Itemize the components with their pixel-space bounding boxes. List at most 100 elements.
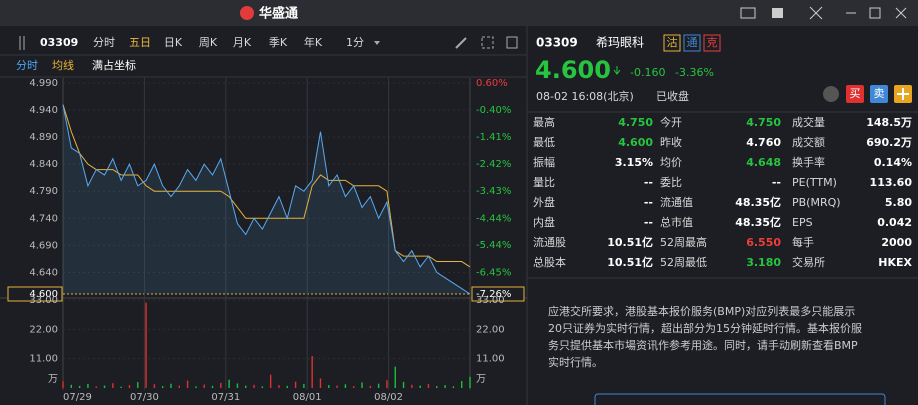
volume-bar bbox=[236, 383, 239, 388]
trade-button[interactable] bbox=[846, 85, 864, 103]
field-value: 0.14% bbox=[874, 156, 912, 169]
fullscreen-icon[interactable] bbox=[481, 36, 494, 49]
field-label: 最低 bbox=[533, 136, 555, 149]
volume-bar bbox=[452, 386, 455, 388]
field-value: -- bbox=[644, 176, 653, 189]
v-tick-label: 33.00 bbox=[29, 295, 58, 306]
period-tab[interactable]: 年K bbox=[304, 35, 323, 49]
volume-bar bbox=[377, 383, 380, 388]
volume-bar bbox=[419, 385, 421, 388]
y-tick-label: 4.990 bbox=[29, 78, 58, 89]
field-label: EPS bbox=[792, 216, 813, 229]
field-value: 4.750 bbox=[618, 116, 653, 129]
panel-icon[interactable] bbox=[19, 36, 25, 50]
y2-tick-label: -4.44% bbox=[476, 213, 511, 224]
volume-bar bbox=[120, 386, 122, 388]
volume-bar bbox=[469, 376, 471, 388]
field-label: 52周最低 bbox=[660, 256, 707, 269]
field-label: 交易所 bbox=[792, 255, 825, 269]
alert-button[interactable] bbox=[823, 86, 839, 102]
field-value: 690.2万 bbox=[866, 136, 912, 149]
field-value: 3.15% bbox=[615, 156, 653, 169]
volume-bar bbox=[62, 381, 64, 388]
interval-select[interactable]: 1分 bbox=[346, 36, 364, 49]
volume-bar bbox=[128, 385, 131, 388]
shirt-icon[interactable] bbox=[772, 8, 783, 18]
field-label: 今开 bbox=[660, 115, 682, 129]
plus bbox=[897, 88, 909, 100]
field-label: 总股本 bbox=[533, 255, 566, 269]
field-label: 外盘 bbox=[533, 195, 555, 209]
change: -0.160 bbox=[630, 66, 665, 79]
field-value: 5.80 bbox=[885, 196, 912, 209]
field-value: HKEX bbox=[878, 256, 912, 269]
period-tab[interactable]: 日K bbox=[164, 36, 183, 49]
field-value: -- bbox=[644, 196, 653, 209]
close[interactable] bbox=[895, 7, 907, 19]
notice-line: 务只提供基本市場资讯作参考用途。同时，请手动刷新查看BMP bbox=[548, 338, 858, 352]
field-label: 成交量 bbox=[792, 115, 825, 129]
sub-tab[interactable]: 满占坐标 bbox=[92, 58, 136, 72]
volume-bar bbox=[344, 384, 347, 388]
current-pct-label: -7.26% bbox=[476, 289, 511, 300]
y2-tick-label: -3.43% bbox=[476, 186, 511, 197]
maximize[interactable] bbox=[869, 7, 881, 19]
field-label: 昨收 bbox=[660, 135, 682, 149]
sub-tab[interactable]: 分时 bbox=[16, 59, 38, 72]
y-tick-label: 4.840 bbox=[29, 159, 58, 170]
volume-bar bbox=[319, 378, 322, 388]
volume-bar bbox=[178, 385, 180, 388]
current-label: 4.600 bbox=[29, 289, 58, 300]
shrink-icon[interactable] bbox=[809, 6, 823, 20]
volume-bar bbox=[253, 384, 255, 388]
current-box bbox=[7, 286, 63, 302]
draw-icon[interactable] bbox=[455, 37, 467, 49]
refresh-button[interactable] bbox=[594, 393, 886, 405]
volume-bar bbox=[369, 385, 372, 388]
quote-name: 希玛眼科 bbox=[596, 35, 644, 50]
period-tab[interactable]: 季K bbox=[269, 36, 288, 49]
price-area bbox=[63, 104, 470, 295]
mail-icon[interactable] bbox=[740, 7, 756, 19]
volume-bar bbox=[411, 384, 413, 388]
badge bbox=[663, 34, 681, 52]
volume-bar bbox=[245, 385, 247, 388]
volume-bar bbox=[436, 386, 438, 388]
volume-bar bbox=[103, 385, 106, 388]
period-tab[interactable]: 周K bbox=[199, 36, 218, 49]
y-tick-label: 4.890 bbox=[29, 132, 58, 143]
field-value: 48.35亿 bbox=[735, 195, 781, 209]
volume-bar bbox=[361, 382, 363, 388]
field-label: 量比 bbox=[533, 176, 555, 189]
layout-icon[interactable] bbox=[506, 36, 518, 49]
avg-line bbox=[62, 104, 471, 268]
volume-bar bbox=[336, 385, 338, 388]
field-label: PB(MRQ) bbox=[792, 196, 841, 209]
x-tick-label: 07/31 bbox=[211, 392, 240, 403]
trade-button[interactable] bbox=[870, 85, 888, 103]
x-tick-label: 08/02 bbox=[374, 392, 403, 403]
volume-bar bbox=[269, 374, 272, 388]
sub-tab[interactable]: 均线 bbox=[52, 58, 74, 72]
y2-tick-label: -1.41% bbox=[476, 132, 511, 143]
topbar bbox=[0, 0, 918, 26]
quote-time: 08-02 16:08(北京) bbox=[536, 89, 634, 103]
period-tab[interactable]: 分时 bbox=[93, 36, 115, 49]
period-tab[interactable]: 五日 bbox=[129, 36, 151, 49]
field-value: -- bbox=[772, 176, 781, 189]
field-value: 48.35亿 bbox=[735, 215, 781, 229]
trade-button-text: 买 bbox=[850, 87, 861, 100]
quote-code: 03309 bbox=[536, 36, 578, 50]
volume-bar bbox=[161, 386, 164, 388]
field-value: 4.600 bbox=[618, 136, 653, 149]
y2-tick-label: -2.42% bbox=[476, 159, 511, 170]
field-label: 52周最高 bbox=[660, 235, 707, 249]
volume-bar bbox=[311, 356, 313, 388]
v-tick-label: 33.00 bbox=[476, 295, 505, 306]
period-tab[interactable]: 月K bbox=[233, 36, 252, 49]
field-value: 10.51亿 bbox=[607, 255, 653, 269]
field-value: 10.51亿 bbox=[607, 235, 653, 249]
badge-text: 沽 bbox=[667, 36, 678, 49]
